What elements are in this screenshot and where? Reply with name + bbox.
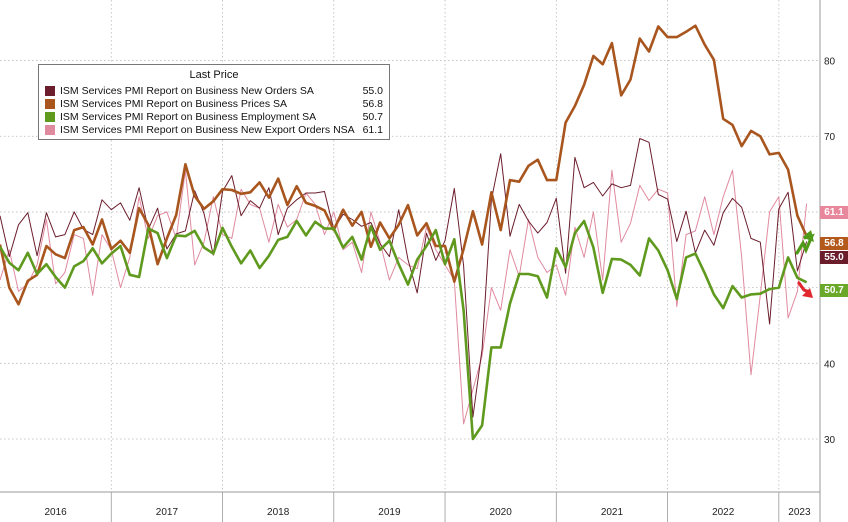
x-tick-label: 2019: [378, 507, 401, 518]
legend-title: Last Price: [189, 69, 239, 81]
legend-item-export-orders: ISM Services PMI Report on Business New …: [45, 123, 383, 137]
x-tick-label: 2016: [45, 507, 68, 518]
y-tick-label: 30: [824, 435, 836, 446]
legend-swatch: [45, 86, 55, 96]
y-tick-label: 80: [824, 57, 836, 68]
value-tag-export-orders: 61.1: [820, 206, 848, 219]
y-tick-label: 70: [824, 132, 836, 143]
value-tag-employment: 50.7: [820, 284, 848, 297]
value-tag-new-orders: 55.0: [820, 251, 848, 264]
series-line-employment: [0, 219, 808, 441]
legend-value: 55.0: [362, 85, 383, 97]
legend-label: ISM Services PMI Report on Business Pric…: [60, 98, 287, 110]
series-layer: [0, 24, 808, 441]
trend-arrow-up-head: [804, 230, 814, 242]
legend-value: 56.8: [362, 98, 383, 110]
legend-swatch: [45, 99, 55, 109]
legend: Last Price ISM Services PMI Report on Bu…: [38, 64, 390, 140]
legend-swatch: [45, 112, 55, 122]
x-tick-label: 2021: [601, 507, 624, 518]
legend-item-employment: ISM Services PMI Report on Business Empl…: [45, 110, 383, 124]
value-tag-prices: 56.8: [820, 237, 848, 250]
legend-label: ISM Services PMI Report on Business New …: [60, 124, 355, 136]
legend-label: ISM Services PMI Report on Business Empl…: [60, 111, 317, 123]
legend-value: 61.1: [362, 124, 383, 136]
legend-label: ISM Services PMI Report on Business New …: [60, 85, 314, 97]
x-tick-label: 2022: [712, 507, 735, 518]
legend-swatch: [45, 125, 55, 135]
trend-arrows: [795, 230, 815, 298]
series-line-prices: [0, 24, 808, 306]
y-tick-label: 40: [824, 359, 836, 370]
legend-item-prices: ISM Services PMI Report on Business Pric…: [45, 97, 383, 111]
legend-item-new-orders: ISM Services PMI Report on Business New …: [45, 84, 383, 98]
x-tick-label: 2017: [156, 507, 179, 518]
x-tick-label: 2018: [267, 507, 290, 518]
x-tick-label: 2020: [490, 507, 513, 518]
trend-arrow-down-head: [802, 288, 813, 298]
series-line-new-orders: [0, 138, 808, 418]
x-tick-label: 2023: [788, 507, 811, 518]
legend-value: 50.7: [362, 111, 383, 123]
